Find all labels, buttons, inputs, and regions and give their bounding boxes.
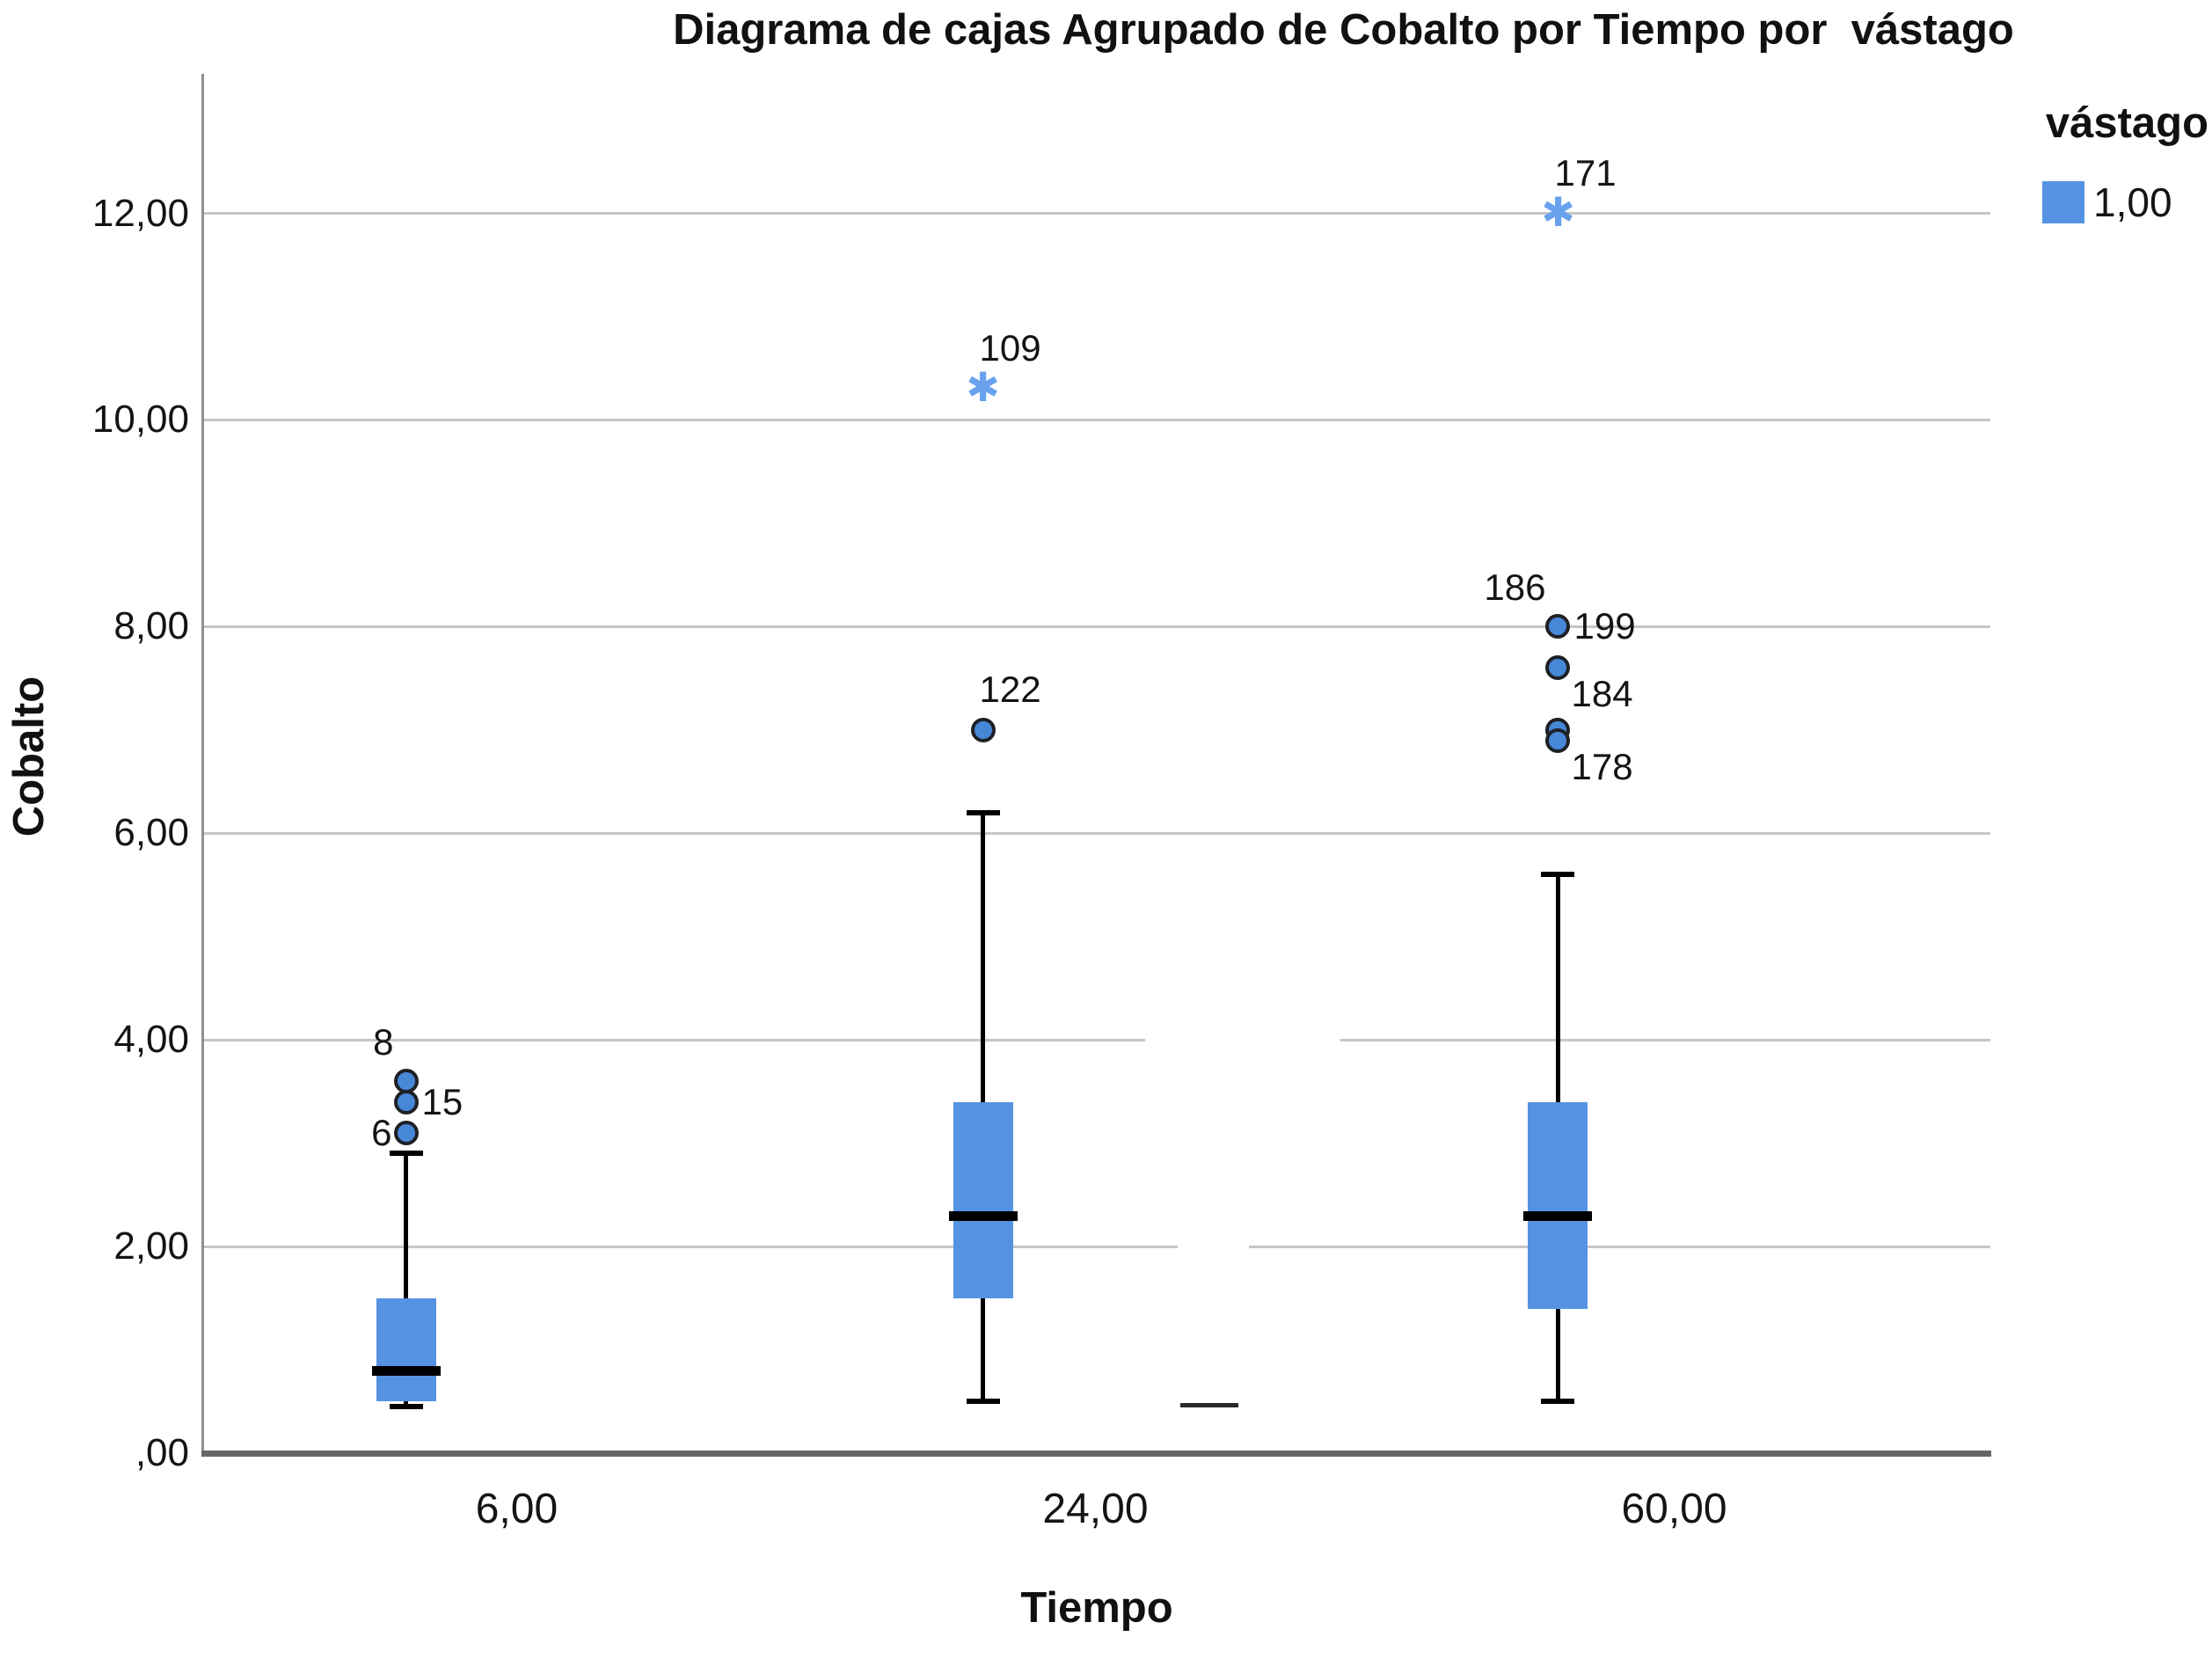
point-label: 178 (1571, 745, 1633, 787)
x-tick-label: 6,00 (475, 1486, 558, 1532)
stray-cap-artifact (1180, 1403, 1239, 1408)
point-label: 6 (371, 1111, 392, 1153)
x-axis-line (201, 1451, 1991, 1457)
extreme-star: ✱ (966, 363, 1000, 412)
legend-swatch (2042, 181, 2084, 223)
median-line (1523, 1210, 1593, 1221)
y-tick-label: 8,00 (113, 604, 189, 648)
outlier-circle (1545, 655, 1571, 681)
box-rect (1528, 1101, 1588, 1309)
whisker-cap (389, 1404, 423, 1410)
extreme-star: ✱ (1541, 187, 1575, 236)
point-label: 184 (1571, 673, 1633, 715)
y-tick-label: 12,00 (91, 191, 189, 235)
whisker-cap (966, 809, 1000, 815)
y-axis-line (201, 74, 204, 1457)
box-rect (953, 1101, 1013, 1298)
outlier-circle (970, 717, 996, 742)
chart-title: Diagrama de cajas Agrupado de Cobalto po… (673, 6, 2014, 54)
y-tick-label: ,00 (135, 1431, 189, 1474)
whisker-line (981, 812, 986, 1102)
gridline (204, 212, 1990, 216)
whisker-line (1555, 874, 1560, 1102)
outlier-circle (1545, 614, 1571, 639)
point-label: 171 (1554, 151, 1617, 194)
gridline (204, 625, 1990, 628)
legend-title: vástago (2045, 99, 2208, 147)
y-tick-label: 4,00 (113, 1018, 189, 1062)
point-label: 15 (421, 1080, 464, 1122)
gridline (204, 1245, 1990, 1248)
gridline-gap (1177, 1244, 1250, 1252)
whisker-cap (1541, 1399, 1575, 1405)
point-label: 186 (1484, 566, 1546, 609)
whisker-cap (966, 1399, 1000, 1405)
point-label: 122 (979, 668, 1041, 710)
point-label: 109 (979, 327, 1041, 369)
y-tick-label: 2,00 (113, 1224, 189, 1268)
median-line (948, 1210, 1018, 1221)
median-line (371, 1366, 441, 1377)
whisker-cap (389, 1151, 423, 1157)
y-tick-label: 6,00 (113, 811, 189, 855)
x-tick-label: 24,00 (1042, 1486, 1149, 1532)
gridline (204, 831, 1990, 835)
legend-entry-label: 1,00 (2093, 179, 2172, 225)
whisker-cap (1541, 872, 1575, 878)
whisker-line (404, 1153, 408, 1298)
gridline-gap (1145, 1037, 1340, 1045)
outlier-circle (393, 1089, 419, 1115)
box-rect (376, 1297, 436, 1402)
point-label: 199 (1573, 605, 1636, 647)
point-label: 8 (373, 1021, 394, 1063)
whisker-line (1555, 1308, 1560, 1402)
x-axis-title: Tiempo (1020, 1584, 1173, 1632)
legend-entry: 1,00 (2042, 181, 2172, 223)
x-tick-label: 60,00 (1621, 1486, 1727, 1532)
outlier-circle (393, 1120, 419, 1145)
y-tick-label: 10,00 (91, 398, 189, 442)
outlier-circle (1545, 727, 1571, 753)
gridline (204, 1038, 1990, 1041)
gridline (204, 418, 1990, 421)
whisker-line (981, 1297, 986, 1402)
